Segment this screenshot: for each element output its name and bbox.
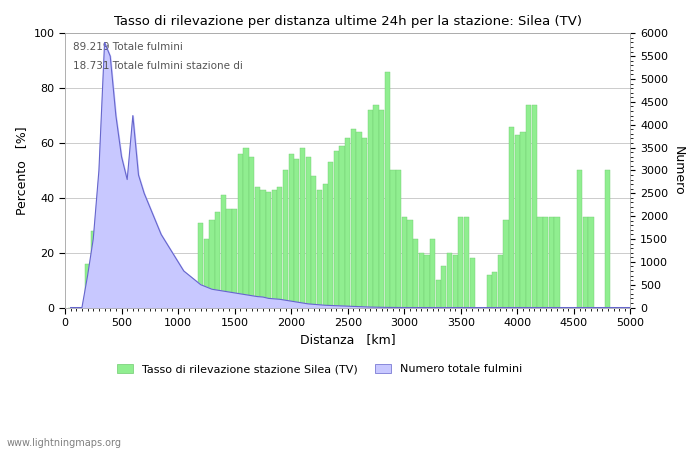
Bar [113, 288, 118, 307]
Bar [328, 162, 333, 307]
Bar [220, 195, 226, 307]
Bar [577, 171, 582, 307]
Bar [102, 266, 107, 307]
Bar [379, 110, 384, 307]
Bar [435, 280, 441, 307]
Bar [447, 253, 452, 307]
Bar [244, 148, 248, 307]
Bar [441, 266, 447, 307]
Bar [85, 264, 90, 307]
Bar [538, 217, 542, 307]
Bar [170, 286, 175, 307]
Bar [300, 148, 305, 307]
Bar [492, 272, 498, 307]
Bar [158, 272, 164, 307]
Bar [464, 217, 469, 307]
Bar [317, 189, 322, 307]
Bar [305, 157, 311, 307]
Bar [407, 220, 412, 307]
Bar [108, 286, 113, 307]
Bar [514, 135, 520, 307]
Bar [362, 138, 368, 307]
Bar [204, 239, 209, 307]
Bar [136, 266, 141, 307]
Bar [385, 72, 390, 307]
Bar [226, 209, 232, 307]
Text: 18.731 Totale fulmini stazione di: 18.731 Totale fulmini stazione di [74, 61, 244, 71]
Bar [283, 171, 288, 307]
Bar [260, 189, 265, 307]
Bar [215, 212, 220, 307]
Bar [588, 217, 594, 307]
Bar [312, 176, 316, 307]
Bar [334, 151, 339, 307]
Bar [470, 258, 475, 307]
Bar [526, 105, 531, 307]
X-axis label: Distanza   [km]: Distanza [km] [300, 333, 395, 346]
Legend: Tasso di rilevazione stazione Silea (TV), Numero totale fulmini: Tasso di rilevazione stazione Silea (TV)… [112, 359, 527, 379]
Bar [249, 157, 254, 307]
Bar [486, 274, 491, 307]
Bar [147, 264, 153, 307]
Bar [164, 256, 169, 307]
Bar [520, 132, 526, 307]
Bar [153, 266, 158, 307]
Bar [532, 105, 537, 307]
Bar [419, 253, 423, 307]
Bar [272, 189, 276, 307]
Text: www.lightningmaps.org: www.lightningmaps.org [7, 438, 122, 448]
Bar [238, 154, 243, 307]
Bar [391, 171, 395, 307]
Bar [232, 209, 237, 307]
Bar [323, 184, 328, 307]
Bar [90, 231, 96, 307]
Bar [458, 217, 463, 307]
Bar [543, 217, 548, 307]
Bar [503, 220, 509, 307]
Bar [351, 129, 356, 307]
Bar [198, 223, 203, 307]
Y-axis label: Percento   [%]: Percento [%] [15, 126, 28, 215]
Bar [582, 217, 588, 307]
Y-axis label: Numero: Numero [672, 146, 685, 195]
Bar [453, 256, 458, 307]
Title: Tasso di rilevazione per distanza ultime 24h per la stazione: Silea (TV): Tasso di rilevazione per distanza ultime… [113, 15, 582, 28]
Bar [97, 223, 102, 307]
Bar [554, 217, 559, 307]
Bar [498, 256, 503, 307]
Bar [402, 217, 407, 307]
Bar [356, 132, 362, 307]
Bar [373, 105, 379, 307]
Bar [413, 239, 418, 307]
Bar [277, 187, 283, 307]
Bar [509, 126, 514, 307]
Bar [396, 171, 401, 307]
Bar [193, 286, 197, 307]
Bar [345, 138, 350, 307]
Bar [606, 171, 610, 307]
Bar [130, 288, 135, 307]
Bar [255, 187, 260, 307]
Bar [368, 110, 373, 307]
Bar [266, 192, 271, 307]
Bar [430, 239, 435, 307]
Bar [209, 220, 215, 307]
Bar [294, 159, 300, 307]
Bar [340, 146, 344, 307]
Bar [125, 286, 130, 307]
Text: 89.219 Totale fulmini: 89.219 Totale fulmini [74, 41, 183, 52]
Bar [424, 256, 430, 307]
Bar [288, 154, 294, 307]
Bar [119, 286, 124, 307]
Bar [549, 217, 554, 307]
